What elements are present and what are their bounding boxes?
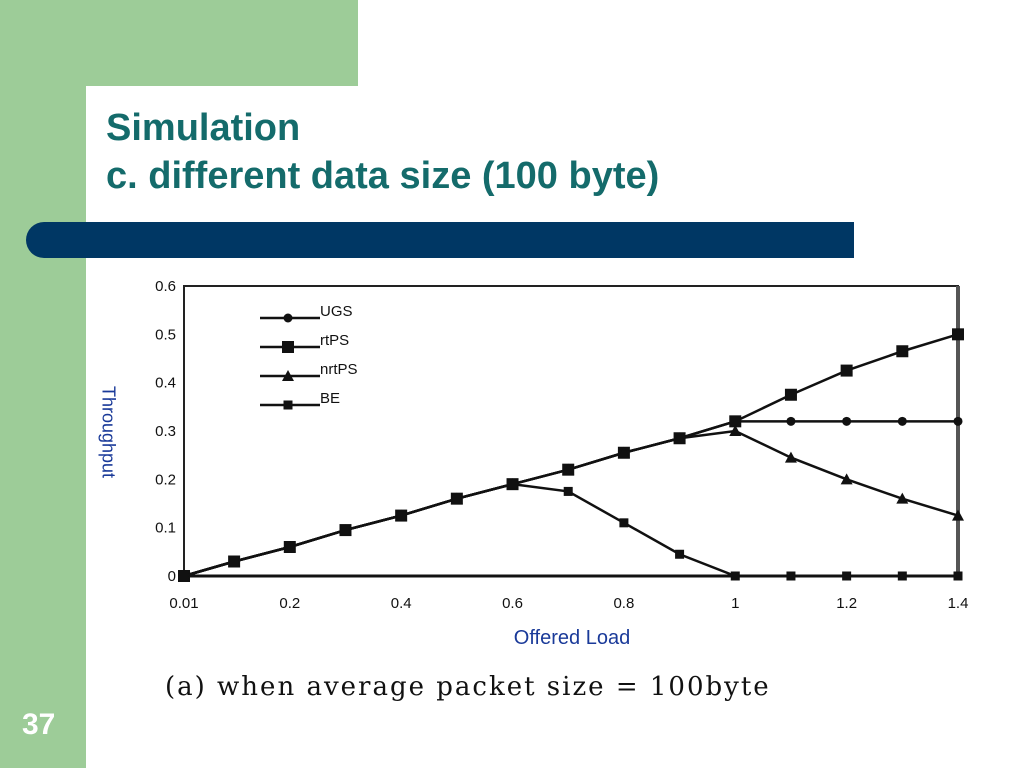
data-point <box>563 486 573 496</box>
data-point <box>283 313 293 323</box>
data-point <box>396 511 406 521</box>
data-point <box>562 463 575 475</box>
data-point <box>617 446 630 458</box>
y-tick-label: 0 <box>168 568 176 585</box>
x-tick-label: 1.2 <box>836 595 857 612</box>
data-point <box>896 492 909 504</box>
slide-number: 37 <box>22 708 56 741</box>
data-point <box>340 525 350 535</box>
data-point <box>229 557 239 566</box>
data-point <box>953 571 963 581</box>
series-layer <box>178 328 964 582</box>
y-tick-label: 0.3 <box>155 423 176 440</box>
top-accent-block <box>0 0 358 86</box>
x-tick-label: 0.8 <box>613 595 634 612</box>
data-point <box>730 571 740 581</box>
x-tick-labels: 0.01 0.2 0.4 0.6 0.8 1 1.2 1.4 <box>169 595 968 612</box>
y-tick-labels: 0 0.1 0.2 0.3 0.4 0.5 0.6 <box>155 278 176 585</box>
data-point <box>842 571 852 581</box>
legend-item: nrtPS <box>260 361 358 381</box>
legend-item: rtPS <box>260 332 349 353</box>
x-axis-label: Offered Load <box>513 627 631 649</box>
x-tick-label: 0.4 <box>391 595 412 612</box>
data-point <box>675 549 685 559</box>
data-point <box>508 479 518 489</box>
y-tick-label: 0.6 <box>155 278 176 295</box>
series-line-nrtps <box>183 429 959 578</box>
x-tick-label: 0.2 <box>279 595 300 612</box>
x-tick-label: 0.01 <box>169 595 198 612</box>
slide-title-line1: Simulation <box>106 107 301 149</box>
data-point <box>283 400 293 410</box>
data-point <box>673 432 686 444</box>
data-point <box>897 571 907 581</box>
series-line-ugs <box>183 420 958 578</box>
data-point <box>842 416 852 426</box>
data-point <box>729 415 742 428</box>
legend-label: UGS <box>320 303 353 320</box>
data-point <box>729 425 742 436</box>
data-point <box>452 494 462 504</box>
y-tick-label: 0.2 <box>155 471 176 488</box>
data-point <box>282 341 294 353</box>
y-tick-label: 0.4 <box>155 375 176 392</box>
content-corner <box>86 86 176 176</box>
series-ugs <box>179 416 963 581</box>
legend-label: nrtPS <box>320 361 358 378</box>
data-point <box>784 388 797 401</box>
series-line-be <box>183 482 958 578</box>
slide-title-line2: c. different data size (100 byte) <box>106 155 660 197</box>
data-point <box>282 370 294 381</box>
data-point <box>786 416 796 426</box>
legend-label: rtPS <box>320 332 349 349</box>
legend-item: BE <box>260 390 340 410</box>
chart-legend: UGS rtPS nrtPS BE <box>260 303 358 410</box>
x-tick-label: 1 <box>731 595 739 612</box>
title-underline-bar <box>26 222 854 258</box>
data-point <box>619 518 629 528</box>
slide-title: Simulation c. different data size (100 b… <box>106 104 659 200</box>
series-nrtps <box>178 425 964 581</box>
left-accent-bar <box>0 0 86 768</box>
data-point <box>896 345 909 358</box>
data-point <box>952 509 964 521</box>
throughput-chart: 0 0.1 0.2 0.3 0.4 0.5 0.6 0.01 0.2 0.4 0.6 0.8 1 1.2… <box>155 278 968 612</box>
x-tick-label: 0.6 <box>502 595 523 612</box>
y-tick-label: 0.1 <box>155 520 176 537</box>
legend-label: BE <box>320 390 340 407</box>
series-be <box>179 479 963 581</box>
data-point <box>897 416 907 426</box>
legend-item: UGS <box>260 303 353 323</box>
data-point <box>285 542 295 552</box>
y-tick-label: 0.5 <box>155 326 176 343</box>
y-axis-label: Throughput <box>98 385 119 479</box>
data-point <box>784 451 797 463</box>
x-tick-label: 1.4 <box>948 595 969 612</box>
data-point <box>953 416 963 426</box>
data-point <box>840 364 853 377</box>
data-point <box>179 571 189 581</box>
plot-frame <box>183 285 959 577</box>
data-point <box>786 571 796 581</box>
data-point <box>840 473 853 485</box>
data-point <box>952 328 964 341</box>
chart-caption: (a) when average packet size = 100byte <box>165 672 771 702</box>
